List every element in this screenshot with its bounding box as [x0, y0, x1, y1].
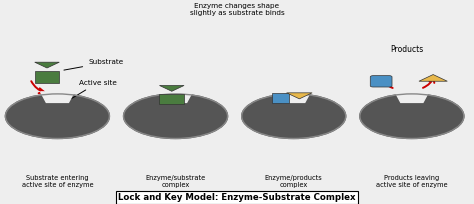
Polygon shape: [159, 85, 184, 91]
Polygon shape: [277, 92, 310, 102]
Polygon shape: [419, 74, 447, 81]
Polygon shape: [35, 62, 59, 68]
Text: Products: Products: [391, 45, 424, 54]
Text: Substrate: Substrate: [64, 60, 123, 70]
FancyBboxPatch shape: [370, 76, 392, 87]
Bar: [272, 93, 289, 103]
Text: Products leaving
active site of enzyme: Products leaving active site of enzyme: [376, 175, 447, 188]
Circle shape: [124, 94, 228, 139]
Polygon shape: [395, 92, 428, 102]
Circle shape: [242, 94, 346, 139]
Text: Lock and Key Model: Enzyme-Substrate Complex: Lock and Key Model: Enzyme-Substrate Com…: [118, 193, 356, 202]
Text: Enzyme/substrate
complex: Enzyme/substrate complex: [146, 175, 206, 188]
Circle shape: [360, 94, 464, 139]
Circle shape: [5, 94, 109, 139]
Bar: [159, 94, 184, 104]
Polygon shape: [41, 92, 74, 102]
Text: Enzyme changes shape
slightly as substrate binds: Enzyme changes shape slightly as substra…: [190, 3, 284, 16]
Bar: [35, 71, 59, 83]
Text: Active site: Active site: [72, 80, 117, 99]
Text: Substrate entering
active site of enzyme: Substrate entering active site of enzyme: [22, 175, 93, 188]
Text: Enzyme/products
complex: Enzyme/products complex: [265, 175, 323, 188]
Polygon shape: [287, 93, 312, 99]
Polygon shape: [159, 92, 192, 102]
